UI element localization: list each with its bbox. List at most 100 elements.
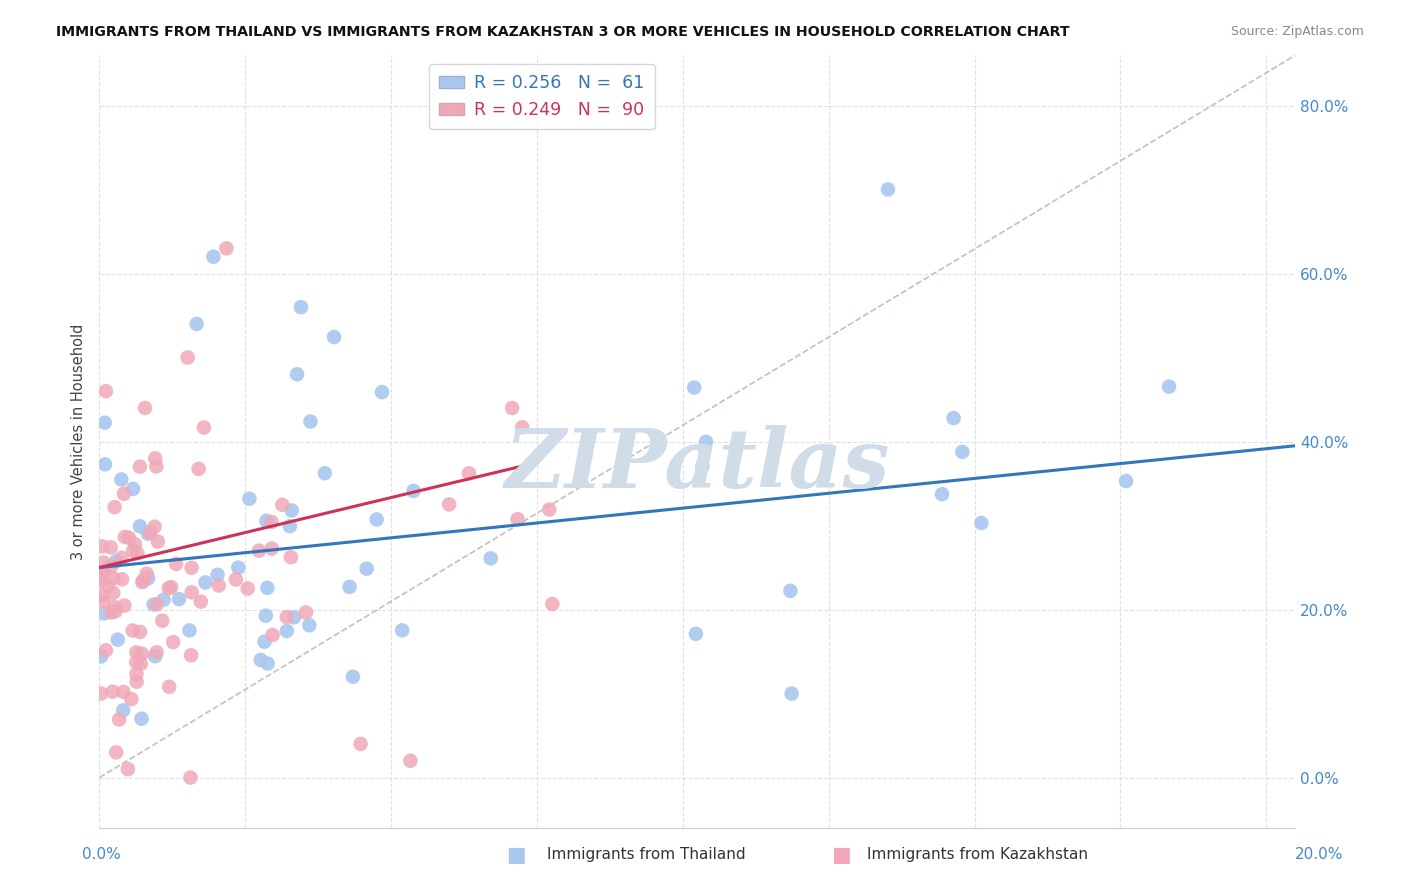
Point xyxy=(458,467,481,481)
Point xyxy=(136,571,159,585)
Point xyxy=(93,565,115,579)
Point xyxy=(399,754,422,768)
Point xyxy=(299,415,322,429)
Point xyxy=(506,512,529,526)
Point xyxy=(1115,474,1137,488)
Point xyxy=(157,581,180,595)
Point xyxy=(105,554,128,568)
Text: Source: ZipAtlas.com: Source: ZipAtlas.com xyxy=(1230,25,1364,38)
Point xyxy=(94,384,117,398)
Point xyxy=(278,519,301,533)
Point xyxy=(100,559,122,574)
Point xyxy=(283,610,305,624)
Point xyxy=(91,540,114,554)
Point xyxy=(779,583,801,598)
Point xyxy=(112,703,135,717)
Point xyxy=(112,599,135,613)
Point xyxy=(152,592,174,607)
Point xyxy=(298,618,321,632)
Point xyxy=(290,300,312,314)
Point xyxy=(314,467,336,481)
Text: 0.0%: 0.0% xyxy=(82,847,121,862)
Point xyxy=(90,687,112,701)
Point xyxy=(94,458,117,472)
Point xyxy=(391,624,413,638)
Point xyxy=(208,578,231,592)
Point xyxy=(142,598,165,612)
Point xyxy=(122,543,145,558)
Point xyxy=(271,498,294,512)
Point xyxy=(128,519,150,533)
Point xyxy=(180,648,202,663)
Point xyxy=(253,634,276,648)
Point xyxy=(120,692,142,706)
Point xyxy=(249,653,271,667)
Point xyxy=(780,687,803,701)
Point xyxy=(150,614,173,628)
Point xyxy=(437,498,460,512)
Point xyxy=(90,649,112,664)
Point xyxy=(215,241,238,255)
Point xyxy=(145,459,167,474)
Point xyxy=(125,655,148,669)
Point xyxy=(93,565,115,579)
Point xyxy=(260,515,283,529)
Point xyxy=(101,684,124,698)
Point xyxy=(276,624,298,638)
Point xyxy=(110,473,132,487)
Point xyxy=(131,647,153,661)
Point xyxy=(538,502,561,516)
Point xyxy=(97,579,120,593)
Text: 20.0%: 20.0% xyxy=(1295,847,1343,862)
Point xyxy=(125,645,148,659)
Point xyxy=(90,589,112,603)
Point xyxy=(541,597,564,611)
Point xyxy=(280,550,302,565)
Point xyxy=(105,745,128,759)
Point xyxy=(236,582,259,596)
Point xyxy=(134,401,156,415)
Point xyxy=(107,632,129,647)
Point xyxy=(93,416,115,430)
Point xyxy=(950,445,973,459)
Point xyxy=(129,459,152,474)
Point xyxy=(179,624,201,638)
Point xyxy=(108,713,131,727)
Point xyxy=(111,572,134,586)
Point xyxy=(238,491,260,506)
Point xyxy=(112,487,135,501)
Point xyxy=(117,762,139,776)
Point xyxy=(162,635,184,649)
Point xyxy=(254,608,277,623)
Point xyxy=(187,462,209,476)
Point xyxy=(179,771,201,785)
Point xyxy=(93,556,115,570)
Point xyxy=(285,368,308,382)
Point xyxy=(280,503,302,517)
Point xyxy=(366,512,388,526)
Point xyxy=(139,525,162,540)
Point xyxy=(877,182,900,196)
Text: ■: ■ xyxy=(831,845,851,864)
Point xyxy=(104,500,127,515)
Point xyxy=(160,580,183,594)
Point xyxy=(127,546,149,560)
Point xyxy=(125,674,148,689)
Point xyxy=(226,560,249,574)
Point xyxy=(129,657,152,671)
Point xyxy=(685,626,707,640)
Point xyxy=(157,680,180,694)
Point xyxy=(931,487,953,501)
Point xyxy=(256,657,278,671)
Point xyxy=(103,586,125,600)
Point xyxy=(186,317,208,331)
Point xyxy=(94,643,117,657)
Point xyxy=(692,458,714,473)
Point xyxy=(193,420,215,434)
Point xyxy=(125,667,148,681)
Point xyxy=(165,557,187,571)
Point xyxy=(143,649,166,664)
Point xyxy=(103,571,125,585)
Point xyxy=(402,483,425,498)
Point xyxy=(93,594,115,608)
